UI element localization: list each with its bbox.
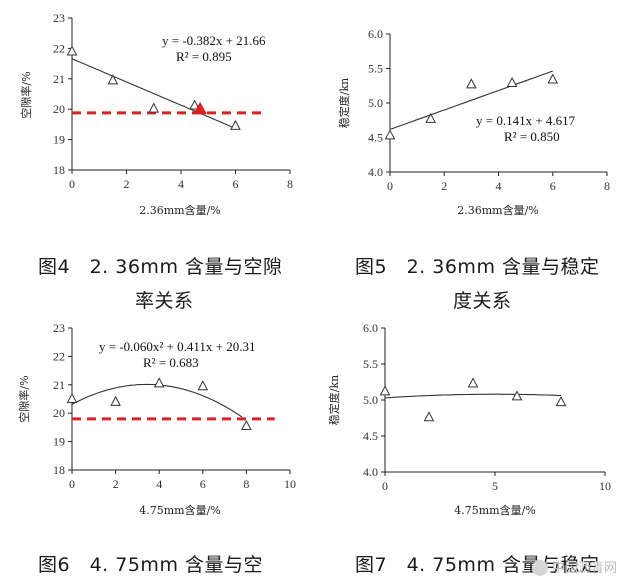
fig6-x-tick-label: 4 (156, 477, 162, 491)
fig5-data-point (425, 112, 437, 123)
fig6-data-point (110, 395, 121, 406)
fig4-y-tick-label: 23 (53, 11, 65, 25)
fig6-x-tick-label: 2 (113, 477, 119, 491)
fig4-y-tick-label: 18 (53, 163, 65, 177)
fig5-y-tick-label: 5.0 (368, 96, 383, 110)
fig6-x-tick-label: 8 (243, 477, 249, 491)
fig5-data-point (506, 76, 518, 87)
fig7-data-point (555, 396, 567, 407)
fig7-chart (379, 327, 606, 476)
fig4-caption-line2: 率关系 (135, 290, 194, 312)
fig7-data-point (379, 385, 391, 396)
fig4-x-tick-label: 4 (178, 177, 184, 191)
fig4-data-point (66, 45, 78, 56)
fig6-x-tick-label: 0 (69, 477, 75, 491)
fig6-trend-line (71, 383, 243, 418)
fig5-r-squared: R² = 0.850 (504, 129, 560, 144)
fig7-y-axis-label: 稳定度/kn (327, 375, 341, 425)
fig6-y-tick-label: 22 (53, 349, 65, 363)
watermark-text: 中国沥青网 (551, 560, 617, 576)
fig5-trend-line (389, 70, 553, 130)
fig4-x-tick-label: 8 (287, 177, 293, 191)
fig7-data-point (467, 377, 479, 388)
fig4-data-point (189, 99, 200, 110)
fig4-y-tick-label: 20 (53, 102, 65, 116)
fig6-caption-line1: 图6 4. 75mm 含量与空 (38, 554, 263, 576)
fig7-y-tick-label: 4.5 (363, 429, 378, 443)
fig6-data-point (153, 377, 165, 388)
fig6-x-tick-label: 6 (200, 477, 206, 491)
fig4-trend-line (71, 58, 236, 129)
watermark: 中国沥青网 (531, 557, 617, 576)
fig5-data-point (466, 78, 477, 89)
fig7-y-tick-label: 5.0 (363, 393, 378, 407)
fig4-intersection-marker (193, 101, 207, 115)
fig7-x-tick-label: 0 (382, 479, 388, 493)
fig5-chart (384, 33, 608, 176)
fig4-chart (66, 17, 291, 174)
fig5-x-axis-label: 2.36mm含量/% (457, 203, 539, 217)
fig5-x-tick-label: 6 (550, 179, 556, 193)
fig5-y-axis-label: 稳定度/kn (337, 78, 351, 128)
fig6-y-tick-label: 20 (53, 406, 65, 420)
fig7-data-point (511, 390, 523, 401)
fig5-x-tick-label: 2 (441, 179, 447, 193)
fig6-x-tick-label: 10 (284, 477, 296, 491)
fig4-data-point (148, 102, 160, 113)
fig6-y-tick-label: 21 (53, 378, 65, 392)
fig7-y-tick-label: 4.0 (363, 465, 378, 479)
fig5-equation: y = 0.141x + 4.617 (476, 113, 576, 128)
fig6-data-point (241, 419, 252, 430)
fig6-y-tick-label: 18 (53, 463, 65, 477)
fig4-y-tick-label: 19 (53, 133, 65, 147)
fig6-y-tick-label: 19 (53, 435, 65, 449)
fig7-x-tick-label: 5 (492, 479, 498, 493)
fig6-x-axis-label: 4.75mm含量/% (139, 503, 221, 517)
fig6-equation: y = -0.060x² + 0.411x + 20.31 (99, 339, 256, 354)
fig4-caption-line1: 图4 2. 36mm 含量与空隙 (38, 256, 283, 278)
fig4-x-tick-label: 2 (124, 177, 130, 191)
fig5-y-tick-label: 4.0 (368, 165, 383, 179)
fig5-y-tick-label: 4.5 (368, 131, 383, 145)
fig7-x-tick-label: 10 (599, 479, 611, 493)
fig6-data-point (197, 380, 209, 391)
fig6-data-point (66, 392, 78, 403)
fig4-equation: y = -0.382x + 21.66 (162, 33, 266, 48)
fig5-caption-line1: 图5 2. 36mm 含量与稳定 (355, 256, 600, 278)
watermark-logo-icon (531, 560, 548, 576)
fig5-data-point (384, 129, 396, 140)
fig4-y-tick-label: 21 (53, 72, 65, 86)
fig5-x-tick-label: 0 (387, 179, 393, 193)
fig6-y-tick-label: 23 (53, 321, 65, 335)
fig7-x-axis-label: 4.75mm含量/% (454, 503, 536, 517)
fig5-y-tick-label: 5.5 (368, 62, 383, 76)
fig4-x-axis-label: 2.36mm含量/% (139, 203, 221, 217)
fig7-trend-line (384, 393, 562, 399)
fig4-y-tick-label: 22 (53, 41, 65, 55)
fig4-x-tick-label: 6 (233, 177, 239, 191)
fig6-y-axis-label: 空隙率/% (17, 375, 31, 422)
fig6-chart (66, 327, 291, 474)
fig4-data-point (107, 74, 119, 85)
fig6-r-squared: R² = 0.683 (143, 355, 199, 370)
fig4-r-squared: R² = 0.895 (176, 49, 232, 64)
fig5-caption-line2: 度关系 (453, 290, 512, 312)
fig4-y-axis-label: 空隙率/% (19, 71, 33, 118)
fig4-x-tick-label: 0 (69, 177, 75, 191)
fig7-y-tick-label: 5.5 (363, 357, 378, 371)
fig7-data-point (423, 411, 435, 422)
fig5-data-point (547, 73, 559, 84)
fig4-data-point (230, 119, 241, 130)
fig5-y-tick-label: 6.0 (368, 27, 383, 41)
fig5-x-tick-label: 8 (604, 179, 610, 193)
fig7-y-tick-label: 6.0 (363, 321, 378, 335)
fig5-x-tick-label: 4 (496, 179, 502, 193)
